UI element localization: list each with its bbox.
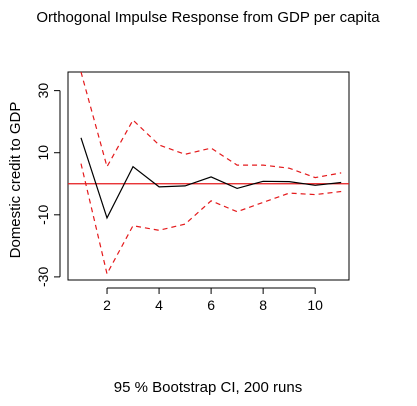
series-line-lower — [80, 163, 342, 276]
x-tick-label: 2 — [103, 297, 111, 313]
x-tick-label: 4 — [155, 297, 163, 313]
x-tick-label: 8 — [259, 297, 267, 313]
x-tick-label: 10 — [307, 297, 323, 313]
y-tick-label: 10 — [35, 145, 51, 161]
y-tick-label: 30 — [35, 83, 51, 99]
y-tick-label: -10 — [35, 204, 51, 224]
x-tick-label: 6 — [207, 297, 215, 313]
series-line-response — [80, 137, 342, 220]
plot-area — [67, 71, 350, 281]
axis-ticks: 2 4 6 8 10 -30 -10 10 30 — [35, 83, 323, 313]
y-axis-label: Domestic credit to GDP — [7, 102, 24, 259]
series-line-upper — [80, 71, 342, 179]
plot-frame — [67, 71, 350, 281]
x-axis-label: 95 % Bootstrap CI, 200 runs — [114, 379, 302, 396]
chart-title: Orthogonal Impulse Response from GDP per… — [36, 9, 380, 26]
y-tick-label: -30 — [35, 267, 51, 287]
